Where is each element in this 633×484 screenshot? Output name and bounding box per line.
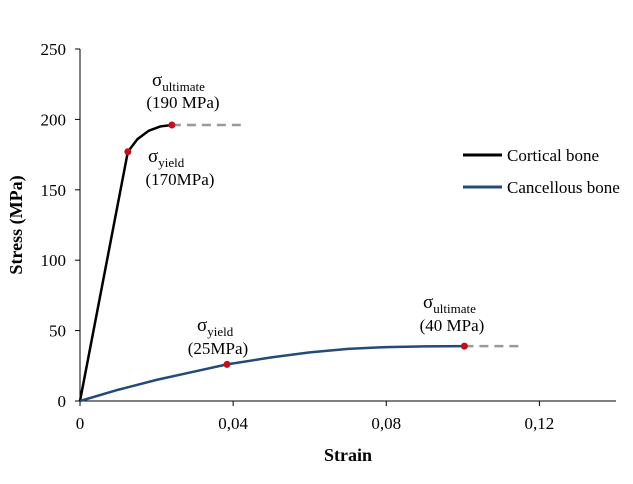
x-tick-label: 0,08 (371, 414, 401, 433)
x-tick-label: 0,12 (525, 414, 555, 433)
annotation-symbol: σultimate (152, 70, 205, 94)
y-tick-label: 50 (49, 322, 66, 341)
x-tick-label: 0 (76, 414, 85, 433)
sigma: σ (423, 292, 433, 313)
annotation-symbol: σyield (148, 146, 185, 170)
annotation-symbol: σultimate (423, 292, 476, 316)
y-axis-label: Stress (MPa) (6, 175, 27, 274)
sigma: σ (148, 146, 158, 167)
point-marker (124, 148, 132, 156)
series-line (79, 344, 465, 403)
annotation-value: (25MPa) (188, 339, 248, 358)
annotation-symbol: σyield (197, 315, 234, 339)
annotation-value: (170MPa) (146, 170, 215, 189)
annotation-value: (190 MPa) (146, 93, 219, 112)
x-tick-label: 0,04 (218, 414, 248, 433)
subscript: ultimate (162, 79, 205, 94)
series-line (78, 123, 173, 402)
annotation-value: (40 MPa) (420, 316, 485, 335)
y-tick-label: 100 (41, 251, 67, 270)
y-tick-label: 250 (41, 40, 67, 59)
point-marker (460, 342, 468, 350)
sigma: σ (152, 70, 162, 91)
y-tick-label: 150 (41, 181, 67, 200)
y-tick-label: 200 (41, 110, 67, 129)
point-marker (223, 360, 231, 368)
subscript: yield (158, 155, 184, 170)
legend-label: Cancellous bone (507, 178, 620, 197)
subscript: ultimate (433, 301, 476, 316)
point-marker (168, 121, 176, 129)
subscript: yield (207, 324, 233, 339)
legend-label: Cortical bone (507, 146, 599, 165)
y-tick-label: 0 (58, 392, 67, 411)
sigma: σ (197, 315, 207, 336)
x-axis-label: Strain (324, 445, 372, 465)
